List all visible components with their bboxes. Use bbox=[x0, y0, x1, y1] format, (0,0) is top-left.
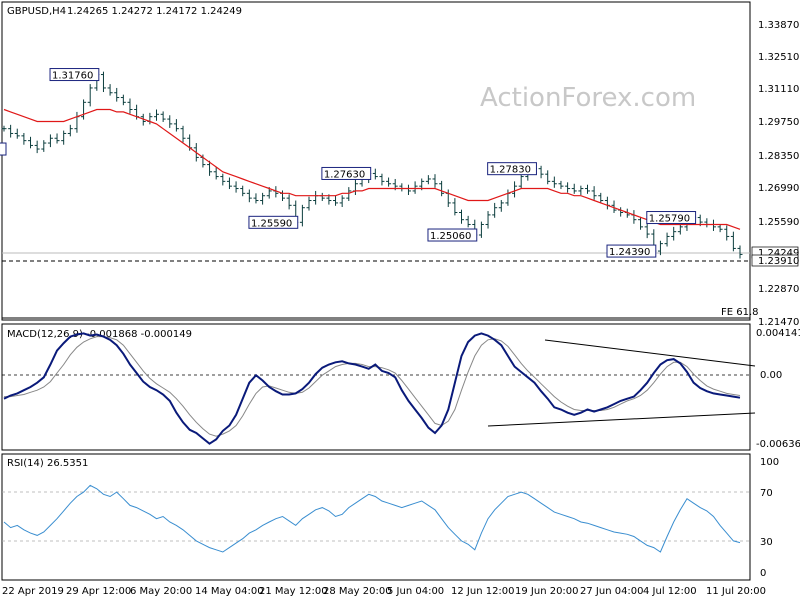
rsi-series bbox=[3, 484, 741, 553]
rsi-tick: 70 bbox=[760, 488, 773, 499]
macd-tick: 0.00 bbox=[760, 370, 782, 381]
level-price-tick: 1.23910 bbox=[758, 256, 799, 267]
price-annotation: 1.25060 bbox=[427, 228, 478, 242]
moving-average-line bbox=[3, 108, 741, 230]
date-tick: 14 May 04:00 bbox=[195, 586, 264, 597]
price-annotation: 1.27630 bbox=[321, 166, 372, 180]
date-tick: 28 May 20:00 bbox=[323, 586, 392, 597]
macd-line bbox=[3, 332, 741, 445]
price-tick: 1.28350 bbox=[758, 151, 799, 162]
annotation-box bbox=[248, 215, 299, 229]
date-tick: 21 May 12:00 bbox=[259, 586, 328, 597]
rsi-panel-frame bbox=[1, 453, 751, 581]
macd-upper-trendline bbox=[544, 339, 756, 367]
price-annotation: 1.31760 bbox=[49, 68, 100, 82]
annotation-box bbox=[321, 166, 372, 180]
date-tick: 4 Jul 12:00 bbox=[643, 586, 697, 597]
main-panel-frame bbox=[1, 1, 751, 321]
price-annotation: 1.25790 bbox=[646, 211, 697, 225]
rsi-tick: 0 bbox=[760, 568, 766, 579]
macd-series bbox=[3, 332, 741, 445]
symbol-label: GBPUSD,H4 bbox=[7, 6, 66, 17]
main-price-axis: 1.33870 1.32510 1.31110 1.29750 1.28350 … bbox=[751, 20, 799, 328]
price-annotation: 1.28650 bbox=[0, 142, 7, 156]
price-annotation: 1.27830 bbox=[487, 162, 537, 176]
price-tick: 1.31110 bbox=[758, 84, 799, 95]
annotation-text: 1.27630 bbox=[324, 169, 365, 180]
price-annotations: 1.31760 1.28650 1.27630 1.25590 1.25060 1.278… bbox=[0, 68, 697, 258]
watermark: ActionForex.com bbox=[480, 83, 696, 113]
annotation-text: 1.27830 bbox=[490, 165, 531, 176]
annotation-text: 1.28650 bbox=[0, 145, 1, 156]
price-annotation: 1.24390 bbox=[606, 244, 657, 258]
price-tick: 1.25590 bbox=[758, 217, 799, 228]
date-tick: 6 May 20:00 bbox=[130, 586, 192, 597]
date-tick: 19 Jun 20:00 bbox=[515, 586, 579, 597]
annotation-box bbox=[646, 211, 697, 225]
annotation-box bbox=[606, 244, 657, 258]
macd-tick: 0.004141 bbox=[756, 328, 800, 339]
price-annotation: 1.25590 bbox=[248, 215, 299, 229]
rsi-tick: 100 bbox=[760, 457, 779, 468]
price-tick: 1.22870 bbox=[758, 284, 799, 295]
annotation-text: 1.25590 bbox=[251, 218, 292, 229]
price-series bbox=[1, 69, 743, 259]
current-price-tick: 1.24249 bbox=[758, 248, 799, 259]
date-tick: 5 Jun 04:00 bbox=[387, 586, 444, 597]
annotation-box bbox=[427, 228, 478, 242]
price-tick: 1.26990 bbox=[758, 183, 799, 194]
annotation-text: 1.25060 bbox=[430, 231, 471, 242]
level-price-box bbox=[751, 254, 799, 267]
annotation-box bbox=[487, 162, 537, 176]
rsi-label: RSI(14) 26.5351 bbox=[7, 458, 88, 469]
price-tick: 1.29750 bbox=[758, 117, 799, 128]
macd-tick: -0.006365 bbox=[756, 439, 800, 450]
fe-label: FE 61.8 bbox=[721, 307, 759, 318]
macd-signal-line bbox=[4, 336, 741, 437]
time-axis: 22 Apr 2019 29 Apr 12:00 6 May 20:00 14 … bbox=[2, 586, 766, 597]
annotation-text: 1.31760 bbox=[52, 71, 93, 82]
date-tick: 27 Jun 04:00 bbox=[580, 586, 644, 597]
price-tick: 1.33870 bbox=[758, 20, 799, 31]
rsi-line bbox=[3, 484, 741, 553]
price-tick: 1.21470 bbox=[758, 317, 799, 328]
macd-panel-frame bbox=[1, 323, 751, 451]
date-tick: 12 Jun 12:00 bbox=[451, 586, 515, 597]
annotation-box bbox=[49, 68, 100, 82]
ohlc-values: 1.24265 1.24272 1.24172 1.24249 bbox=[67, 6, 242, 17]
annotation-text: 1.24390 bbox=[609, 247, 650, 258]
rsi-tick: 30 bbox=[760, 537, 773, 548]
price-tick: 1.32510 bbox=[758, 52, 799, 63]
date-tick: 22 Apr 2019 bbox=[2, 586, 64, 597]
annotation-text: 1.25790 bbox=[649, 214, 690, 225]
date-tick: 29 Apr 12:00 bbox=[66, 586, 131, 597]
macd-lower-trendline bbox=[487, 412, 756, 427]
date-tick: 11 Jul 20:00 bbox=[706, 586, 766, 597]
annotation-box bbox=[0, 142, 7, 156]
